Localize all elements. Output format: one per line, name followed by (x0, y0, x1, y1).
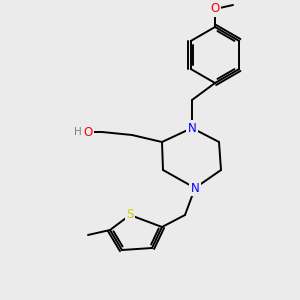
Text: O: O (210, 2, 220, 16)
Text: O: O (83, 125, 93, 139)
Text: H: H (74, 127, 82, 137)
Text: N: N (190, 182, 200, 194)
Text: N: N (188, 122, 196, 134)
Text: S: S (126, 208, 134, 221)
